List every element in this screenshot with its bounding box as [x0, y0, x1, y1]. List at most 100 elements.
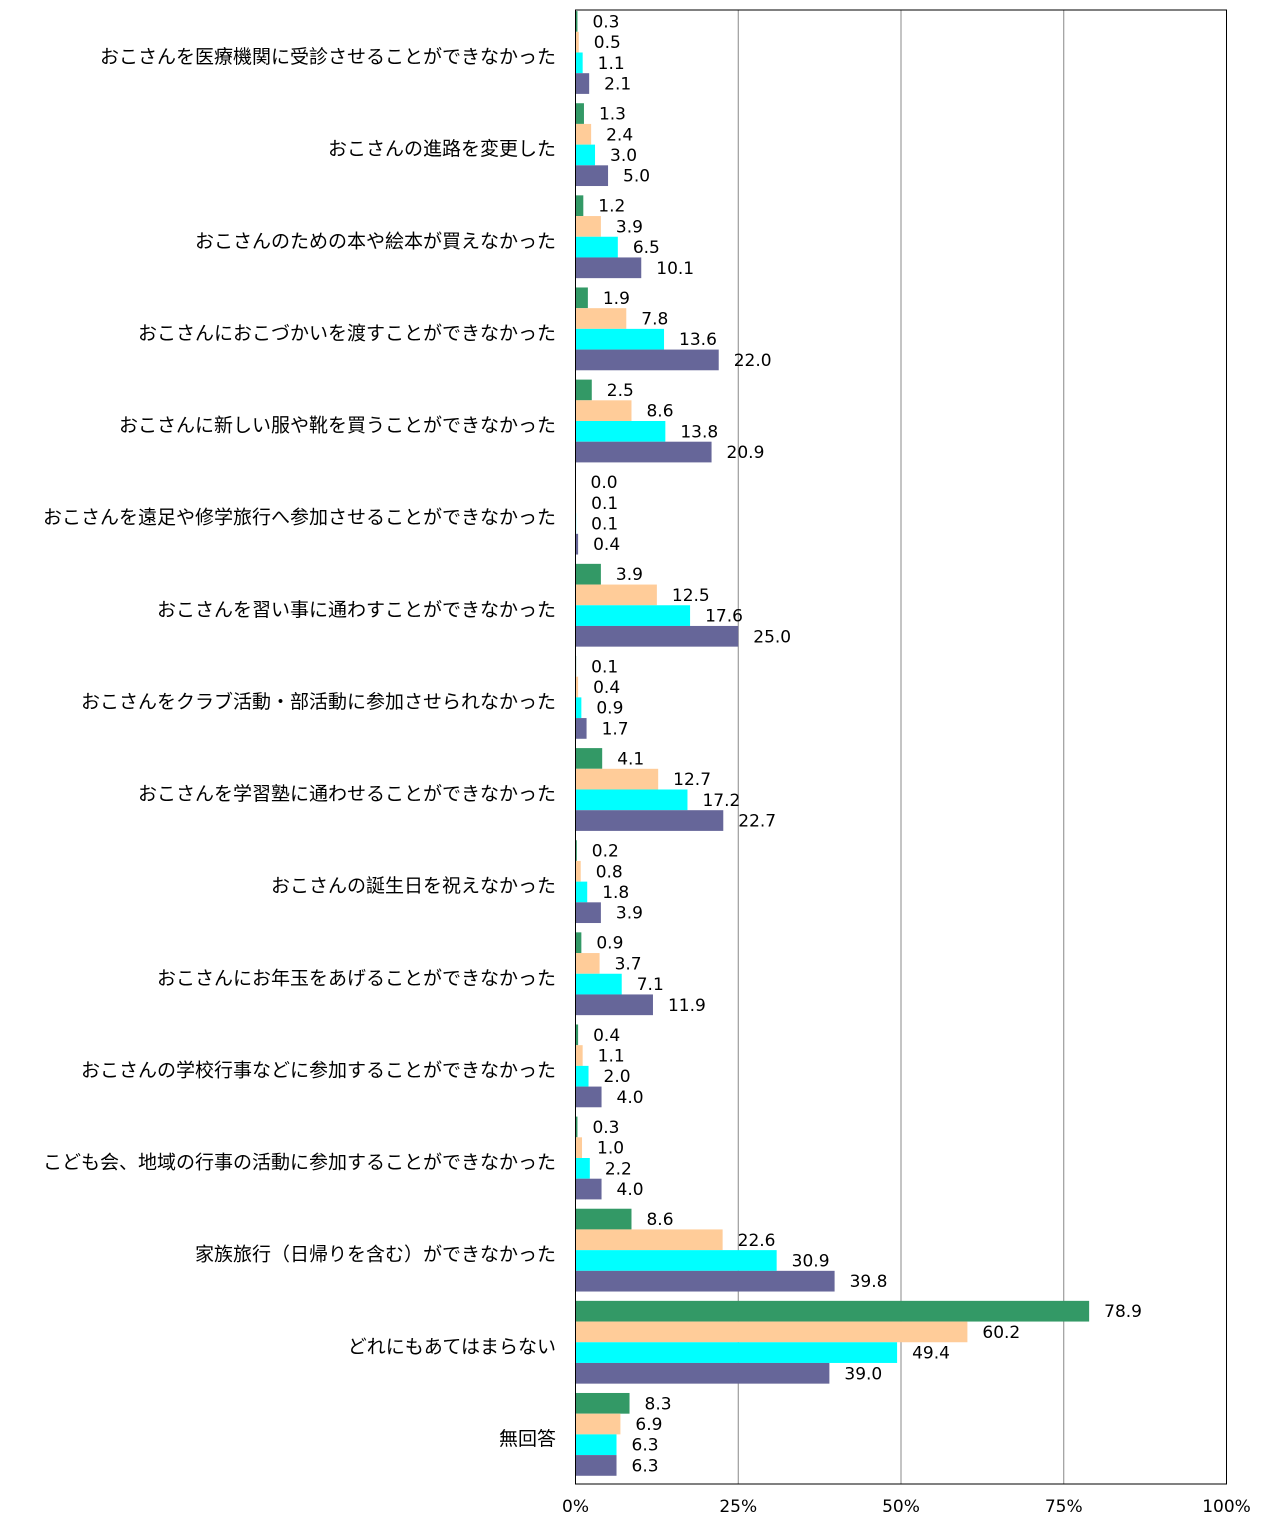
data-label: 4.0 — [617, 1088, 644, 1108]
bar — [575, 103, 584, 124]
category-label: おこさんに新しい服や靴を買うことができなかった — [119, 415, 556, 437]
bar — [575, 676, 579, 698]
data-label: 78.9 — [1104, 1302, 1142, 1322]
data-label: 7.8 — [641, 310, 668, 330]
bar — [575, 400, 632, 421]
x-tick-label: 75% — [1045, 1497, 1083, 1517]
data-label: 13.6 — [679, 330, 717, 350]
data-label: 1.9 — [603, 289, 630, 309]
data-label: 25.0 — [753, 627, 791, 647]
data-label: 6.3 — [632, 1436, 659, 1456]
bar — [575, 1178, 602, 1200]
data-label: 39.8 — [850, 1272, 888, 1292]
bar — [575, 73, 590, 94]
bar — [575, 881, 588, 903]
data-label: 6.5 — [633, 238, 660, 258]
data-label: 3.9 — [616, 217, 643, 237]
data-label: 8.6 — [646, 1210, 673, 1230]
bar — [575, 1413, 621, 1435]
data-label: 0.4 — [593, 678, 620, 698]
bar — [575, 789, 688, 811]
bar — [575, 1024, 579, 1046]
bar — [575, 1321, 968, 1343]
data-label: 60.2 — [982, 1323, 1020, 1343]
bar — [575, 1392, 630, 1414]
data-label: 17.2 — [702, 791, 740, 811]
bar — [575, 144, 596, 166]
bar — [575, 1250, 777, 1271]
data-label: 0.4 — [593, 535, 620, 555]
category-label: こども会、地域の行事の活動に参加することができなかった — [43, 1152, 556, 1174]
bar — [575, 1086, 602, 1108]
bar — [575, 308, 627, 329]
category-label: おこさんにおこづかいを渡すことができなかった — [138, 322, 556, 344]
data-label: 2.5 — [607, 381, 634, 401]
data-label: 1.2 — [598, 197, 625, 217]
bar — [575, 123, 592, 145]
category-label: どれにもあてはまらない — [348, 1336, 556, 1358]
data-label: 2.1 — [604, 75, 631, 95]
category-label: おこさんの進路を変更した — [328, 138, 556, 160]
data-label: 5.0 — [623, 167, 650, 187]
bar — [575, 1362, 830, 1384]
data-label: 20.9 — [727, 443, 765, 463]
data-label: 3.9 — [616, 565, 643, 585]
data-label: 8.6 — [646, 402, 673, 422]
data-label: 4.0 — [617, 1180, 644, 1200]
bar — [575, 860, 581, 882]
plot-border — [575, 9, 1227, 1485]
data-label: 12.5 — [672, 586, 710, 606]
bar — [575, 953, 600, 974]
data-label: 0.9 — [596, 934, 623, 954]
data-label: 3.7 — [615, 954, 642, 974]
category-label: おこさんを習い事に通わすことができなかった — [157, 599, 556, 621]
data-label: 17.6 — [705, 607, 743, 627]
category-label: 家族旅行（日帰りを含む）ができなかった — [195, 1244, 556, 1266]
data-label: 1.3 — [599, 105, 626, 125]
data-label: 3.9 — [616, 904, 643, 924]
x-tick-label: 0% — [562, 1497, 589, 1517]
category-label: 無回答 — [499, 1428, 556, 1450]
data-label: 49.4 — [912, 1344, 950, 1364]
bar — [575, 441, 712, 463]
x-tick-label: 50% — [882, 1497, 920, 1517]
bar — [575, 31, 579, 53]
data-label: 2.0 — [604, 1067, 631, 1087]
bar — [575, 902, 601, 924]
bar — [575, 421, 666, 442]
data-label: 2.4 — [606, 125, 633, 145]
data-label: 0.9 — [596, 699, 623, 719]
bar — [575, 1455, 617, 1476]
data-label: 22.7 — [738, 812, 776, 832]
bar — [575, 236, 618, 258]
bar — [575, 1300, 1090, 1322]
category-label: おこさんの誕生日を祝えなかった — [271, 875, 556, 897]
data-label: 11.9 — [668, 996, 706, 1016]
data-label: 6.9 — [635, 1415, 662, 1435]
data-label: 30.9 — [792, 1251, 830, 1271]
data-label: 3.0 — [610, 146, 637, 166]
bar — [575, 328, 665, 350]
data-label: 22.6 — [738, 1231, 776, 1251]
bar — [575, 1270, 835, 1292]
bar — [575, 625, 739, 647]
data-label: 39.0 — [844, 1364, 882, 1384]
category-label: おこさんのための本や絵本が買えなかった — [195, 230, 556, 252]
data-label: 1.1 — [598, 1047, 625, 1067]
data-label: 4.1 — [617, 749, 644, 769]
data-label: 0.5 — [594, 33, 621, 53]
bar — [575, 697, 582, 719]
data-label: 13.8 — [680, 422, 718, 442]
bar — [575, 52, 583, 74]
data-label: 22.0 — [734, 351, 772, 371]
bar — [575, 840, 577, 861]
data-label: 0.0 — [591, 473, 618, 493]
bar — [575, 1434, 617, 1456]
bar — [575, 1158, 590, 1179]
bar — [575, 379, 592, 401]
bar — [575, 810, 724, 831]
bar — [575, 768, 659, 790]
bar — [575, 563, 601, 585]
data-label: 7.1 — [637, 975, 664, 995]
